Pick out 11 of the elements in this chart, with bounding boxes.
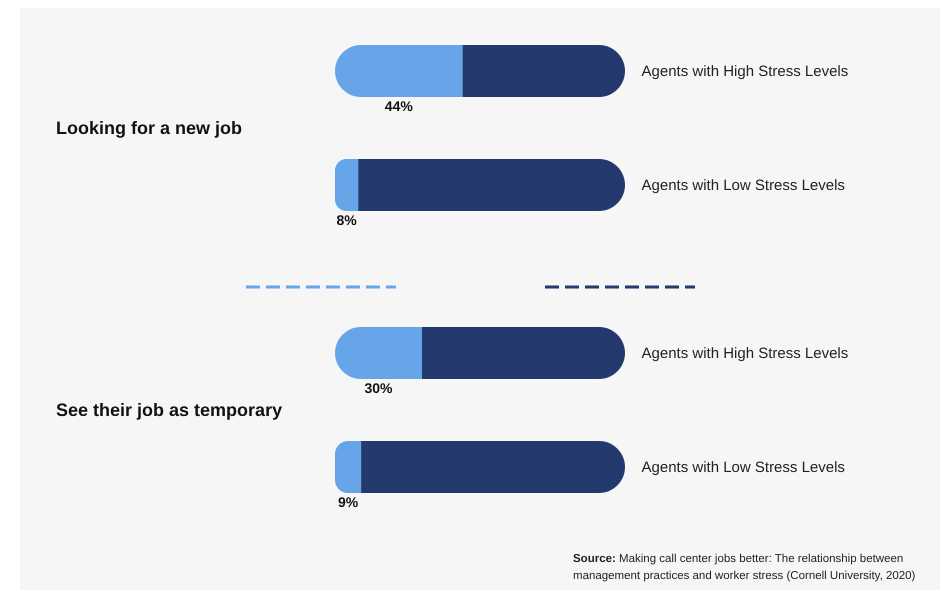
text: Looking for a new job xyxy=(56,116,242,140)
y-tick-label: Agents with Low Stress Levels xyxy=(642,459,845,476)
data-label: 30% xyxy=(364,380,394,396)
data-label: 44% xyxy=(384,98,414,114)
y-tick-label: Agents with Low Stress Levels xyxy=(642,177,845,194)
y-tick-label: Agents with High Stress Levels xyxy=(642,345,848,362)
source-note: Source: Making call center jobs better: The relationship between management practices and worker stress (Cornell University, 2020) xyxy=(573,552,916,584)
y-tick-label: Agents with High Stress Levels xyxy=(642,63,848,80)
data-label: 8% xyxy=(336,212,358,228)
text: See their job as temporary xyxy=(56,398,282,422)
data-label: 9% xyxy=(338,494,359,510)
